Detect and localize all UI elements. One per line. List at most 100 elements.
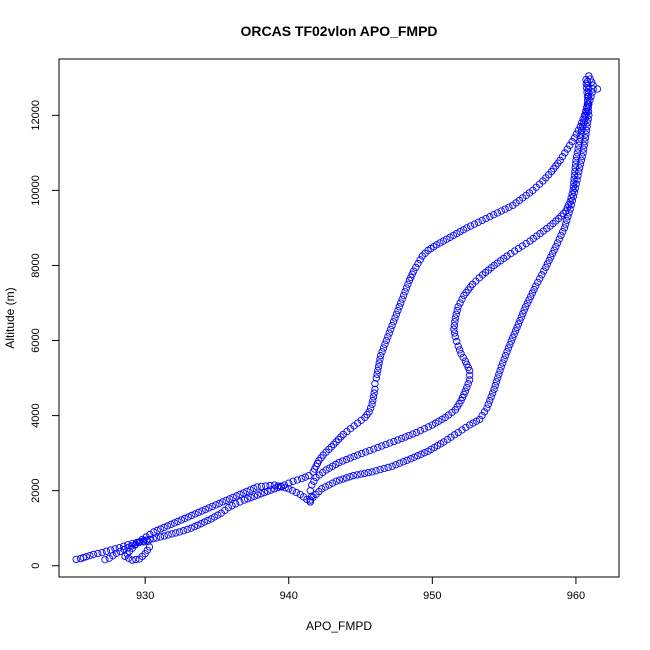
- data-point: [152, 534, 161, 542]
- data-point: [460, 291, 468, 300]
- data-point: [583, 92, 592, 101]
- data-point: [511, 247, 519, 255]
- data-point: [447, 433, 455, 441]
- y-tick-label: 10000: [30, 175, 42, 206]
- data-point: [160, 523, 168, 532]
- data-point: [224, 503, 233, 512]
- data-point: [395, 459, 404, 467]
- data-point: [478, 216, 486, 225]
- data-point: [94, 549, 102, 558]
- data-point: [493, 209, 502, 217]
- y-tick-label: 2000: [30, 478, 42, 502]
- data-point: [526, 237, 534, 245]
- data-point: [561, 220, 570, 228]
- data-point: [492, 378, 501, 386]
- data-point: [584, 119, 592, 127]
- data-point: [571, 184, 579, 192]
- data-point: [495, 370, 503, 378]
- data-point: [574, 126, 582, 134]
- data-point: [339, 475, 347, 483]
- data-point: [394, 306, 402, 315]
- data-point: [550, 246, 558, 254]
- data-point: [175, 528, 184, 536]
- data-point: [420, 425, 429, 433]
- data-point: [360, 469, 369, 478]
- data-point: [532, 282, 540, 290]
- data-point: [575, 141, 583, 149]
- data-point: [453, 306, 461, 315]
- data-point: [79, 554, 88, 562]
- data-point: [342, 455, 351, 464]
- data-point: [170, 519, 179, 527]
- data-point: [301, 473, 309, 481]
- data-point: [388, 321, 396, 330]
- data-point: [376, 351, 385, 360]
- data-point: [522, 303, 530, 311]
- data-point: [174, 517, 182, 526]
- data-point: [527, 292, 535, 301]
- data-point: [540, 267, 548, 275]
- data-point: [270, 481, 279, 489]
- data-point: [582, 80, 590, 88]
- data-point: [371, 380, 379, 388]
- data-point: [584, 107, 593, 116]
- data-point: [417, 450, 425, 458]
- data-point: [517, 313, 526, 321]
- data-point: [583, 88, 591, 96]
- data-point: [232, 492, 241, 500]
- data-point: [584, 96, 592, 104]
- data-point: [573, 149, 582, 157]
- data-point: [386, 439, 394, 447]
- data-point: [399, 291, 408, 300]
- data-point: [451, 318, 459, 326]
- data-point: [474, 218, 482, 226]
- data-point: [428, 421, 436, 429]
- data-point: [236, 498, 244, 506]
- data-point: [494, 374, 502, 382]
- data-point: [576, 134, 584, 142]
- data-point: [366, 446, 374, 455]
- data-point: [580, 141, 588, 149]
- data-point: [247, 493, 255, 502]
- data-point: [86, 551, 94, 560]
- data-point: [325, 445, 333, 454]
- data-point: [201, 505, 210, 514]
- data-point: [584, 115, 592, 123]
- data-point: [105, 554, 113, 562]
- data-point: [327, 443, 335, 451]
- data-point: [560, 224, 569, 232]
- data-point: [293, 476, 302, 484]
- data-point: [381, 340, 389, 348]
- data-points: [72, 72, 602, 564]
- data-point: [516, 316, 524, 325]
- data-point: [392, 461, 400, 469]
- data-point: [310, 477, 318, 485]
- data-point: [523, 299, 531, 307]
- data-point: [374, 363, 383, 371]
- data-point: [357, 470, 365, 478]
- data-point: [321, 483, 330, 491]
- data-point: [306, 487, 314, 495]
- data-point: [583, 84, 591, 92]
- data-point: [397, 434, 406, 443]
- data-point: [397, 299, 405, 307]
- data-point: [292, 488, 301, 497]
- data-point: [205, 504, 213, 512]
- data-point: [371, 385, 379, 393]
- data-point: [412, 428, 421, 437]
- data-point: [394, 436, 402, 444]
- x-axis: 930 940 950 960: [136, 576, 585, 602]
- y-tick-label: 12000: [30, 100, 42, 131]
- data-point: [563, 216, 571, 225]
- data-point: [466, 222, 475, 230]
- data-point: [520, 306, 528, 314]
- data-point: [239, 489, 248, 497]
- data-point: [384, 463, 392, 472]
- data-point: [200, 518, 209, 526]
- data-point: [335, 476, 344, 484]
- data-point: [369, 393, 378, 401]
- data-point: [102, 547, 111, 555]
- data-point: [574, 172, 582, 180]
- data-point: [353, 471, 361, 479]
- data-point: [208, 502, 217, 511]
